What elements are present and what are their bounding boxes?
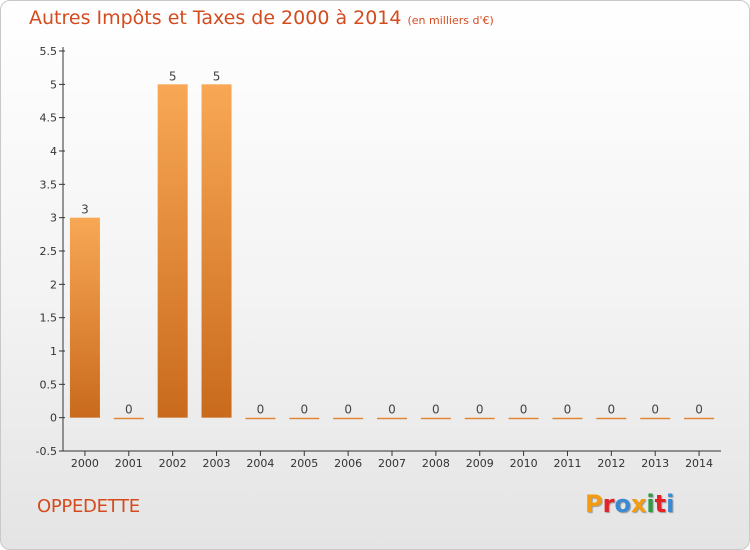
bar xyxy=(289,417,320,420)
bar xyxy=(69,217,100,418)
chart-title: Autres Impôts et Taxes de 2000 à 2014 (en… xyxy=(29,7,494,29)
proxiti-logo: Proxiti xyxy=(585,490,674,518)
y-tick-label: 1 xyxy=(50,345,57,358)
logo-letter: x xyxy=(630,490,647,518)
bar xyxy=(201,84,232,418)
bar-value-label: 0 xyxy=(520,403,528,417)
bar xyxy=(464,417,495,420)
y-tick-label: 3.5 xyxy=(40,178,58,191)
bar-value-label: 5 xyxy=(169,69,177,83)
y-tick-label: 4 xyxy=(50,145,57,158)
logo-letter: r xyxy=(602,490,615,518)
bar-value-label: 3 xyxy=(81,203,89,217)
y-tick-label: 0.5 xyxy=(40,378,58,391)
y-tick-label: 3 xyxy=(50,212,57,225)
y-tick-label: 1.5 xyxy=(40,312,58,325)
y-tick-label: -0.5 xyxy=(36,445,57,458)
bar-value-label: 0 xyxy=(388,403,396,417)
x-tick-label: 2003 xyxy=(203,457,231,470)
bar-value-label: 0 xyxy=(432,403,440,417)
bar xyxy=(245,417,276,420)
bar-value-label: 0 xyxy=(695,403,703,417)
bar xyxy=(596,417,627,420)
bar-value-label: 0 xyxy=(476,403,484,417)
bar-value-label: 0 xyxy=(608,403,616,417)
x-tick-label: 2013 xyxy=(641,457,669,470)
bar xyxy=(640,417,671,420)
x-tick-label: 2008 xyxy=(422,457,450,470)
x-tick-label: 2014 xyxy=(685,457,713,470)
x-tick-label: 2009 xyxy=(466,457,494,470)
unit-label: (en milliers d'€) xyxy=(407,14,494,27)
bar-value-label: 0 xyxy=(125,403,133,417)
y-tick-label: 4.5 xyxy=(40,112,58,125)
x-tick-label: 2004 xyxy=(246,457,274,470)
x-tick-label: 2011 xyxy=(553,457,581,470)
x-tick-label: 2012 xyxy=(597,457,625,470)
bar xyxy=(552,417,583,420)
x-tick-label: 2010 xyxy=(510,457,538,470)
logo-letter: i xyxy=(646,490,655,518)
x-tick-label: 2001 xyxy=(115,457,143,470)
bar xyxy=(420,417,451,420)
bar-value-label: 0 xyxy=(257,403,265,417)
logo-letter: t xyxy=(654,490,667,518)
bar xyxy=(508,417,539,420)
commune-name: OPPEDETTE xyxy=(37,496,140,517)
y-tick-label: 2 xyxy=(50,278,57,291)
bar xyxy=(333,417,364,420)
bar-value-label: 0 xyxy=(564,403,572,417)
x-tick-label: 2000 xyxy=(71,457,99,470)
bar xyxy=(113,417,144,420)
bar-value-label: 5 xyxy=(213,69,221,83)
y-tick-label: 0 xyxy=(50,412,57,425)
y-tick-label: 2.5 xyxy=(40,245,58,258)
y-tick-label: 5 xyxy=(50,78,57,91)
x-tick-label: 2005 xyxy=(290,457,318,470)
logo-letter: i xyxy=(666,490,675,518)
x-tick-label: 2002 xyxy=(159,457,187,470)
title-text: Autres Impôts et Taxes de 2000 à 2014 xyxy=(29,7,402,29)
bar xyxy=(157,84,188,418)
bar-value-label: 0 xyxy=(300,403,308,417)
x-tick-label: 2006 xyxy=(334,457,362,470)
bar xyxy=(684,417,715,420)
y-tick-label: 5.5 xyxy=(40,45,58,58)
logo-letter: o xyxy=(614,490,631,518)
bar xyxy=(377,417,407,420)
bar-value-label: 0 xyxy=(651,403,659,417)
x-tick-label: 2007 xyxy=(378,457,406,470)
logo-letter: P xyxy=(585,490,603,518)
bar-value-label: 0 xyxy=(344,403,352,417)
